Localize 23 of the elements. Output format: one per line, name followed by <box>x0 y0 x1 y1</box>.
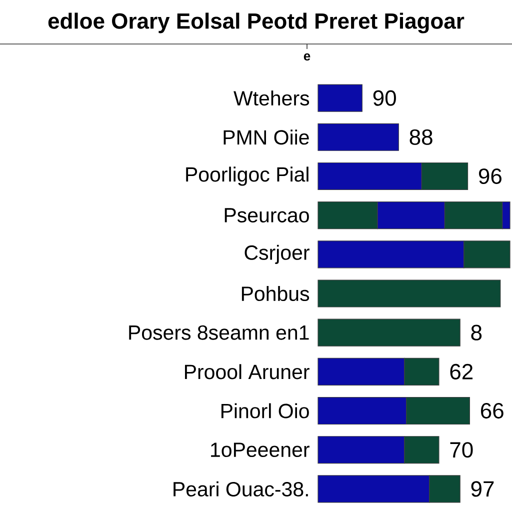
chart-title: edloe Orary Eolsal Peotd Preret Piagoar <box>48 12 464 34</box>
y-tick-label: PMN Oiie <box>224 130 309 145</box>
annotation: 88 <box>410 129 432 145</box>
annotation: 62 <box>450 364 473 380</box>
y-tick-label: Poorligoc Pial <box>186 166 308 186</box>
bar <box>318 123 399 151</box>
y-tick-label: Pohbus <box>242 286 310 302</box>
y-tick-label: Pinorl Oio <box>221 403 309 418</box>
y-tick-label: Pseurcao <box>224 208 309 222</box>
annotation: 97 <box>471 481 494 497</box>
y-tick-label: Posers 8seamn en1 <box>129 325 309 340</box>
text: e <box>304 53 310 61</box>
annotation: 66 <box>481 402 504 419</box>
y-tick-label: Wtehers <box>234 90 310 106</box>
annotation: 8 <box>471 324 482 340</box>
y-tick-label: Peari Ouac-38. <box>174 481 308 496</box>
y-tick-label: Csrjoer <box>244 244 310 264</box>
bar <box>318 84 362 112</box>
y-tick-label: Proool Aruner <box>185 364 310 380</box>
annotation: 96 <box>478 168 502 184</box>
annotation: 70 <box>450 442 473 458</box>
annotation: 90 <box>373 90 396 106</box>
y-tick-label: 1oPeeener <box>211 442 310 458</box>
